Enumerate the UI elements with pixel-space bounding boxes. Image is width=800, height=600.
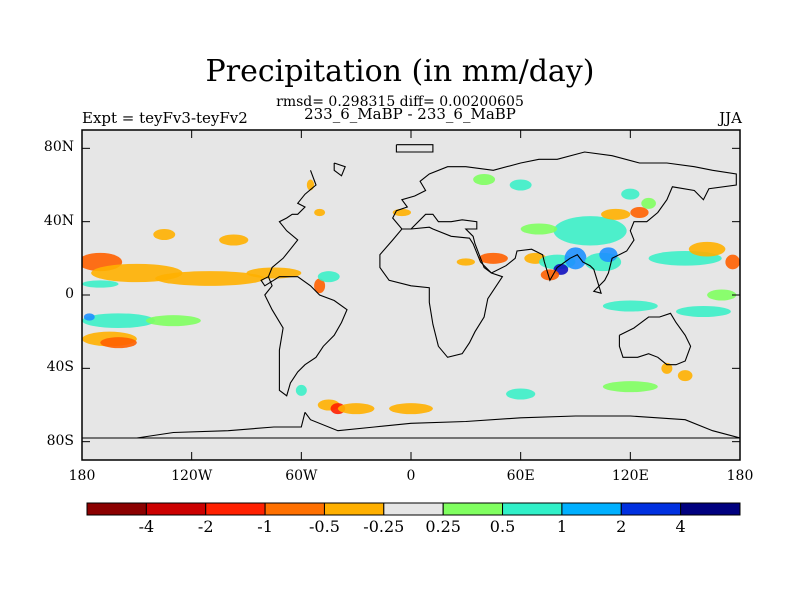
- coastline-5: [618, 312, 692, 366]
- precip-anomaly-30: [707, 289, 737, 301]
- coastline-0: [333, 162, 346, 177]
- precip-anomaly-21: [553, 216, 627, 246]
- experiment-label: Expt = teyFv3-teyFv2: [82, 109, 248, 127]
- precip-anomaly-45: [509, 179, 532, 191]
- precip-anomaly-41: [317, 271, 340, 283]
- lon-tick-label: 120E: [611, 468, 649, 484]
- precip-anomaly-24: [630, 207, 649, 218]
- colorbar-swatch-4: [323, 502, 385, 516]
- precip-anomaly-7: [82, 313, 156, 328]
- precip-anomaly-32: [677, 370, 693, 382]
- precip-anomaly-3: [246, 267, 302, 279]
- precip-anomaly-6: [219, 234, 249, 246]
- colorbar-swatch-0: [86, 502, 147, 516]
- precip-anomaly-8: [145, 315, 201, 327]
- period-label: 233_6_MaBP - 233_6_MaBP: [304, 105, 516, 123]
- precip-anomaly-46: [473, 174, 496, 185]
- lon-tick-label: 120W: [171, 468, 213, 484]
- precip-anomaly-26: [688, 241, 726, 257]
- precip-anomaly-20: [599, 247, 618, 262]
- colorbar-swatch-9: [620, 502, 682, 516]
- precip-anomaly-22: [520, 223, 558, 235]
- colorbar-label: 2: [616, 517, 627, 536]
- lon-tick-label: 180: [726, 468, 754, 484]
- lon-tick-label: 60W: [285, 468, 318, 484]
- precip-anomaly-5: [153, 229, 176, 240]
- precip-anomaly-42: [306, 179, 315, 191]
- precip-anomaly-47: [621, 188, 640, 200]
- lon-tick-label: 0: [406, 468, 416, 484]
- precip-anomaly-39: [295, 384, 307, 396]
- precip-anomaly-33: [602, 381, 658, 393]
- colorbar-swatch-10: [680, 502, 741, 516]
- precip-anomaly-10: [100, 337, 137, 349]
- precip-anomaly-11: [83, 313, 95, 321]
- coastline-3: [379, 226, 504, 358]
- plot-title: Precipitation (in mm/day): [205, 54, 595, 89]
- lat-tick-label: 40S: [46, 359, 74, 376]
- lat-tick-label: 80S: [46, 432, 74, 449]
- colorbar-swatch-6: [442, 502, 504, 516]
- colorbar-label: 4: [675, 517, 686, 536]
- precip-anomaly-2: [155, 271, 265, 286]
- colorbar-label: -2: [197, 517, 214, 536]
- lon-tick-label: 180: [68, 468, 96, 484]
- colorbar-swatch-3: [264, 502, 325, 516]
- colorbar-label: -0.25: [363, 517, 405, 536]
- precip-anomaly-31: [661, 362, 673, 374]
- colorbar-swatch-5: [383, 502, 444, 516]
- precip-anomaly-18: [564, 247, 587, 270]
- precip-anomaly-34: [506, 388, 536, 400]
- coastline-6: [82, 411, 740, 439]
- colorbar-label: -0.5: [309, 517, 340, 536]
- precip-anomaly-28: [602, 300, 658, 312]
- precip-anomaly-13: [456, 258, 475, 266]
- lat-tick-label: 0: [65, 286, 74, 302]
- precip-anomaly-38: [389, 403, 433, 415]
- stats-text: rmsd= 0.298315 diff= 0.00200605: [276, 94, 524, 110]
- colorbar-swatch-1: [145, 502, 207, 516]
- coastline-2: [395, 144, 434, 153]
- colorbar-swatch-7: [502, 502, 563, 516]
- precip-anomaly-12: [478, 252, 508, 264]
- colorbar-label: -4: [138, 517, 155, 536]
- lat-tick-label: 80N: [43, 139, 74, 156]
- precip-anomaly-37: [337, 403, 375, 415]
- colorbar-swatch-2: [205, 502, 266, 516]
- colorbar-swatch-8: [561, 502, 622, 516]
- lat-tick-label: 40N: [43, 212, 74, 229]
- coastline-4: [392, 151, 737, 294]
- colorbar-label: 1: [556, 517, 567, 536]
- colorbar-label: 0.25: [425, 517, 461, 536]
- precip-anomaly-40: [314, 278, 326, 294]
- precip-anomaly-4: [82, 280, 119, 288]
- precip-anomaly-29: [676, 306, 731, 317]
- lon-tick-label: 60E: [506, 468, 535, 484]
- season-label: JJA: [719, 109, 742, 127]
- colorbar-label: -1: [257, 517, 273, 536]
- coastline-1: [260, 170, 348, 397]
- precip-anomaly-43: [314, 208, 326, 217]
- precip-anomaly-48: [641, 197, 656, 209]
- precip-anomaly-27: [725, 254, 740, 270]
- precip-anomaly-23: [601, 208, 631, 220]
- colorbar-label: 0.5: [489, 517, 516, 536]
